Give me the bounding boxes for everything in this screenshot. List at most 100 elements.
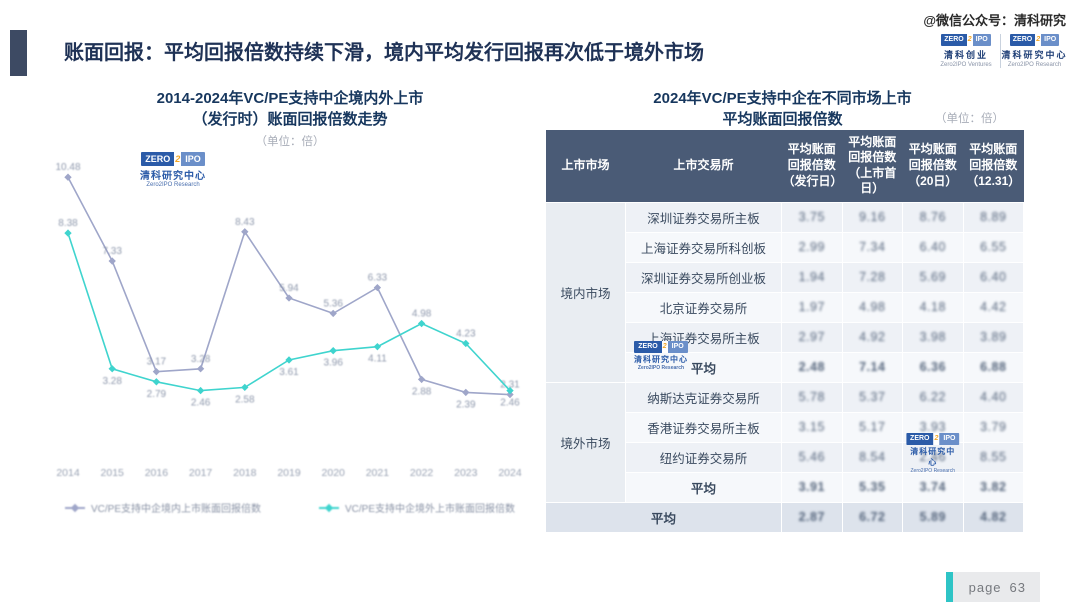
table-title-line2: 平均账面回报倍数: [722, 111, 843, 128]
data-point-label: 3.96: [323, 358, 343, 369]
value-cell: 8.54: [841, 441, 903, 473]
legend-label-domestic: VC/PE支持中企境内上市账面回报倍数: [90, 504, 261, 515]
zero2ipo-research-logo: ZERO 2 IPO 清科研究中心 Zero2IPO Research: [1000, 34, 1068, 68]
value-cell: 3.89: [962, 321, 1024, 353]
exchange-cell: 上海证券交易所主板: [625, 321, 782, 353]
data-point-marker: [417, 319, 426, 328]
data-point-marker: [329, 346, 337, 355]
table-header: 上市市场 上市交易所 平均账面 回报倍数 （发行日） 平均账面 回报倍数 （上市首日）…: [545, 130, 1024, 202]
logo-zero: ZERO: [141, 152, 175, 166]
value-cell: 4.82: [962, 501, 1024, 533]
value-cell: 7.28: [841, 261, 903, 293]
chart-legend: VC/PE支持中企境内上市账面回报倍数 VC/PE支持中企境外上市账面回报倍数: [40, 500, 540, 515]
table-row: 境内市场 深圳证券交易所主板 3.75 9.16 8.76 8.89: [545, 201, 1024, 383]
legend-marker-overseas: [319, 503, 339, 512]
table-title-line1: 2024年VC/PE支持中企在不同市场上市: [653, 90, 912, 107]
value-cell: 2.99: [781, 231, 843, 263]
x-axis-tick-label: 2023: [454, 467, 478, 479]
market-group-cell: 境内市场: [545, 201, 626, 383]
chart-watermark-zero2ipo: ZERO 2 IPO 清科研究中心 Zero2IPO Research: [140, 152, 206, 188]
zero2ipo-wordmark: ZERO 2 IPO: [1009, 34, 1060, 46]
chart-title: 2014-2024年VC/PE支持中企境内外上市 （发行时）账面回报倍数走势: [40, 88, 540, 130]
table-row: 平均 3.91 5.35 3.74 3.82: [546, 471, 1024, 503]
x-axis-tick-label: 2016: [145, 467, 169, 479]
data-point-marker: [373, 283, 382, 292]
value-cell: 2.48: [781, 351, 843, 383]
logo-two: 2: [966, 34, 973, 46]
x-axis-tick-label: 2015: [101, 467, 125, 479]
data-point-marker: [506, 390, 514, 399]
value-cell: 5.17: [841, 411, 903, 443]
table-body: 境内市场 深圳证券交易所主板 3.75 9.16 8.76 8.89 上海证券交易所科创板 2…: [545, 201, 1024, 533]
value-cell: 6.55: [962, 231, 1024, 263]
table-watermark-zero2ipo: ZERO 2 IPO 清科研究中心 Zero2IPO Research: [906, 432, 960, 474]
data-point-marker: [285, 294, 293, 302]
data-point-label: 3.61: [279, 367, 299, 378]
exchange-cell: 深圳证券交易所创业板: [625, 261, 782, 293]
column-header: 上市交易所: [625, 130, 782, 202]
zero2ipo-ventures-logo: ZERO 2 IPO 清科创业 Zero2IPO Ventures: [932, 34, 1000, 68]
logo-ipo: IPO: [972, 34, 991, 46]
value-cell: 3.91: [781, 471, 843, 503]
overall-average-row: 平均 2.87 6.72 5.89 4.82: [545, 501, 1024, 533]
data-point-label: 2.39: [456, 399, 476, 410]
table-row: 纽约证券交易所 5.46 8.54 2.46 ZERO 2 IPO 清科研究中心 Zero2IP…: [546, 432, 1024, 474]
value-cell: 5.78: [781, 381, 843, 413]
data-point-label: 2.79: [147, 389, 167, 400]
chart-unit-label: （单位：倍）: [255, 136, 325, 148]
exchange-cell: 纽约证券交易所: [625, 441, 782, 473]
column-header: 平均账面 回报倍数 （发行日）: [781, 130, 843, 202]
x-axis-tick-label: 2024: [498, 467, 522, 479]
logo-two: 2: [174, 152, 182, 166]
data-point-marker: [152, 368, 161, 376]
value-cell: 7.14: [841, 351, 903, 383]
exchange-cell: 香港证券交易所主板: [625, 411, 782, 443]
ventures-en-label: Zero2IPO Ventures: [940, 62, 992, 68]
watermark-cn-label: 清科研究中心: [634, 354, 688, 364]
table-row: 境外市场 纳斯达克证券交易所 5.78 5.37 6.22 4.40: [545, 381, 1024, 503]
logo-zero: ZERO: [941, 34, 967, 46]
zero2ipo-wordmark: ZERO 2 IPO: [906, 432, 960, 445]
data-point-label: 4.11: [368, 354, 387, 365]
value-cell: 4.98: [841, 291, 903, 323]
data-point-label: 5.94: [279, 283, 299, 294]
value-cell: 3.79: [962, 411, 1024, 443]
data-point-label: 8.38: [58, 218, 78, 229]
return-trend-chart-area: 10.48 7.33 3.17 3.28 8.43 5.94 5.36 6.33 2.88 2.3…: [40, 148, 540, 488]
exchange-cell: 深圳证券交易所主板: [625, 201, 782, 233]
value-cell: 8.89: [962, 201, 1024, 233]
column-header: 上市市场: [545, 130, 626, 202]
value-cell: 1.94: [781, 261, 843, 293]
value-cell: 5.35: [841, 471, 903, 503]
x-axis-tick-label: 2017: [189, 467, 213, 479]
exchange-cell: 上海证券交易所科创板: [625, 231, 782, 263]
page-title: 账面回报：平均回报倍数持续下滑，境内平均发行回报再次低于境外市场: [64, 42, 704, 64]
table-title: 2024年VC/PE支持中企在不同市场上市 平均账面回报倍数: [560, 88, 1005, 130]
table-watermark-zero2ipo: ZERO 2 IPO 清科研究中心 Zero2IPO Research: [634, 340, 688, 371]
table-row: 上海证券交易所主板 2.97 4.92 3.98 3.89: [546, 321, 1024, 353]
value-cell: 8.55: [962, 441, 1024, 473]
data-point-marker: [462, 339, 470, 348]
data-point-marker: [152, 378, 161, 386]
data-point-label: 3.28: [102, 376, 122, 387]
data-point-label: 10.48: [55, 162, 80, 173]
return-multiple-table: 上市市场 上市交易所 平均账面 回报倍数 （发行日） 平均账面 回报倍数 （上市首日）…: [545, 130, 1024, 533]
exchange-cell: 平均: [625, 471, 782, 503]
value-cell: 6.88: [962, 351, 1024, 383]
legend-item-overseas: VC/PE支持中企境外上市账面回报倍数: [319, 500, 515, 515]
x-axis-tick-label: 2020: [322, 467, 346, 479]
logo-ipo: IPO: [181, 152, 205, 166]
value-cell: 6.40: [962, 261, 1024, 293]
data-point-marker: [373, 342, 382, 351]
data-point-label: 8.43: [235, 217, 255, 228]
ventures-cn-label: 清科创业: [943, 50, 988, 60]
legend-item-domestic: VC/PE支持中企境内上市账面回报倍数: [64, 500, 261, 515]
logo-zero: ZERO: [1009, 34, 1036, 46]
value-cell: 6.72: [841, 501, 903, 533]
market-group-cell: 境外市场: [545, 381, 626, 503]
title-accent-bar: [10, 30, 27, 76]
data-point-label: 2.58: [235, 394, 255, 405]
x-axis-tick-label: 2019: [277, 467, 301, 479]
watermark-en-label: Zero2IPO Research: [910, 467, 955, 474]
value-cell: 8.76: [902, 201, 964, 233]
